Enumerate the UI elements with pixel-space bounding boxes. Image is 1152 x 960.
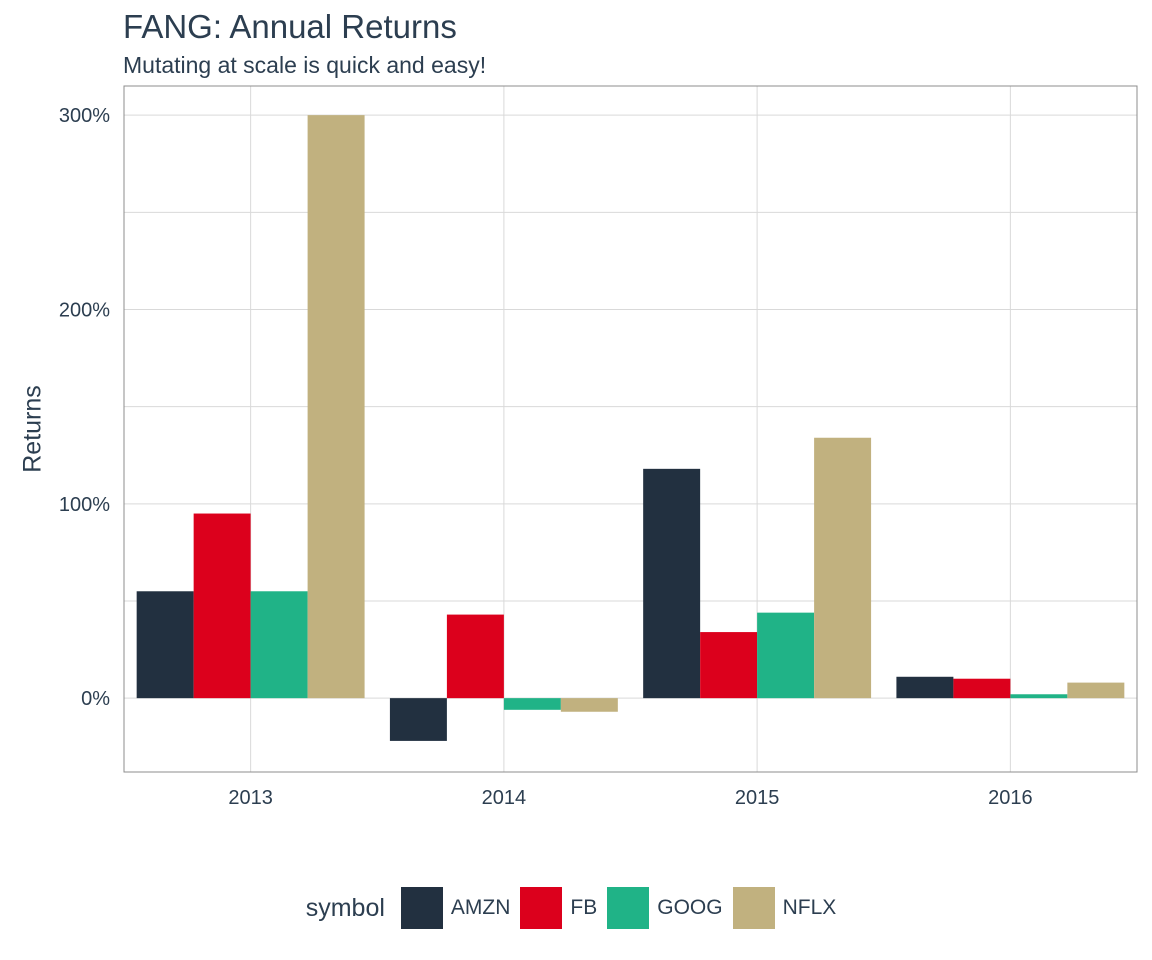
bar-fb-2016 <box>953 678 1011 699</box>
y-axis-title: Returns <box>19 385 47 473</box>
bar-amzn-2016 <box>896 676 954 699</box>
y-tick-label: 0% <box>81 688 110 710</box>
chart-title: FANG: Annual Returns <box>123 8 457 45</box>
bar-goog-2016 <box>1010 694 1068 699</box>
bar-amzn-2013 <box>136 591 194 699</box>
x-tick-label: 2015 <box>735 787 780 809</box>
bar-fb-2015 <box>700 632 758 699</box>
bar-fb-2013 <box>193 513 251 699</box>
y-tick-label: 300% <box>59 105 110 127</box>
bar-fb-2014 <box>446 614 504 699</box>
legend-label: NFLX <box>782 896 837 919</box>
legend-item-goog: GOOG <box>607 887 723 929</box>
bar-nflx-2016 <box>1067 682 1125 699</box>
legend-title: symbol <box>305 893 385 922</box>
chart-subtitle: Mutating at scale is quick and easy! <box>123 52 487 78</box>
legend-item-fb: FB <box>520 887 597 929</box>
bar-nflx-2013 <box>307 115 365 699</box>
bar-amzn-2014 <box>389 698 447 741</box>
bar-goog-2013 <box>250 591 308 699</box>
bar-nflx-2015 <box>814 437 872 699</box>
panel-border <box>123 85 1138 773</box>
x-tick-label: 2014 <box>482 787 527 809</box>
x-tick-label: 2016 <box>988 787 1033 809</box>
legend-item-nflx: NFLX <box>732 887 837 929</box>
bar-goog-2015 <box>757 612 815 699</box>
legend-swatch <box>607 887 650 929</box>
legend-label: AMZN <box>450 896 511 919</box>
legend: symbol AMZN FB GOOG NFLX <box>0 884 1152 932</box>
legend-label: GOOG <box>657 896 723 919</box>
axis-ticks: 0% 100% 200% 300% 2013 2014 2015 2016 <box>59 105 1033 809</box>
bars <box>136 115 1125 741</box>
x-tick-label: 2013 <box>228 787 273 809</box>
bar-nflx-2014 <box>560 698 618 712</box>
bar-amzn-2015 <box>643 468 701 699</box>
y-tick-label: 200% <box>59 299 110 321</box>
legend-label: FB <box>570 896 598 919</box>
legend-swatch <box>400 887 443 929</box>
legend-item-amzn: AMZN <box>400 887 511 929</box>
y-tick-label: 100% <box>59 494 110 516</box>
legend-swatch <box>520 887 563 929</box>
bar-goog-2014 <box>503 698 561 710</box>
legend-swatch <box>732 887 775 929</box>
plot-area: 0% 100% 200% 300% 2013 2014 2015 2016 Returns <box>19 85 1138 809</box>
